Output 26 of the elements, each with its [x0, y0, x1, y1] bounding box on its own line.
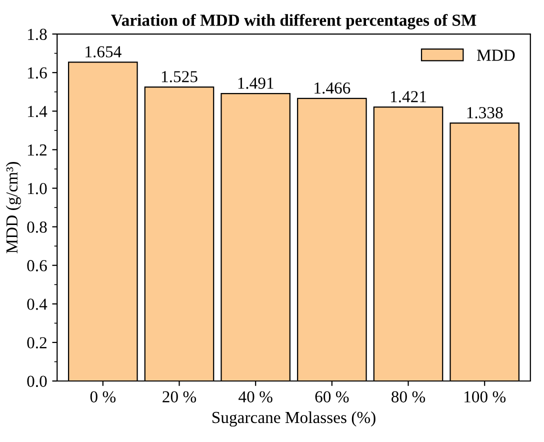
x-tick-label: 40 %	[238, 391, 272, 403]
y-tick-label: 0.2	[27, 337, 46, 348]
y-tick-label: 1.6	[28, 67, 47, 79]
chart-title: Variation of MDD with different percentages of SM	[111, 14, 476, 30]
data-label: 1.421	[390, 91, 426, 102]
x-tick-label: 60 %	[315, 391, 349, 403]
data-label: 1.466	[314, 82, 350, 94]
x-tick-label: 0 %	[90, 391, 116, 403]
y-tick-label: 0.0	[27, 376, 47, 388]
x-tick-label: 20 %	[162, 391, 196, 403]
y-tick-label: 1.0	[28, 182, 47, 194]
y-axis-title: MDD (g/cm³)	[6, 162, 22, 254]
x-tick-label: 80 %	[392, 391, 426, 403]
data-label: 1.525	[162, 71, 198, 82]
y-tick-label: 1.8	[28, 28, 47, 40]
y-tick-label: 0.4	[27, 298, 48, 310]
y-tick-label: 1.2	[28, 144, 46, 156]
y-tick-label: 0.8	[27, 221, 47, 233]
y-tick-label: 0.6	[27, 260, 47, 272]
x-tick-label: 100 %	[464, 391, 506, 403]
data-label: 1.491	[238, 78, 274, 89]
y-tick-label: 1.4	[28, 106, 48, 118]
data-label: 1.338	[467, 107, 503, 118]
data-label: 1.654	[86, 46, 122, 58]
x-axis-title: Sugarcane Molasses (%)	[212, 411, 376, 427]
legend-label: MDD	[476, 50, 515, 61]
